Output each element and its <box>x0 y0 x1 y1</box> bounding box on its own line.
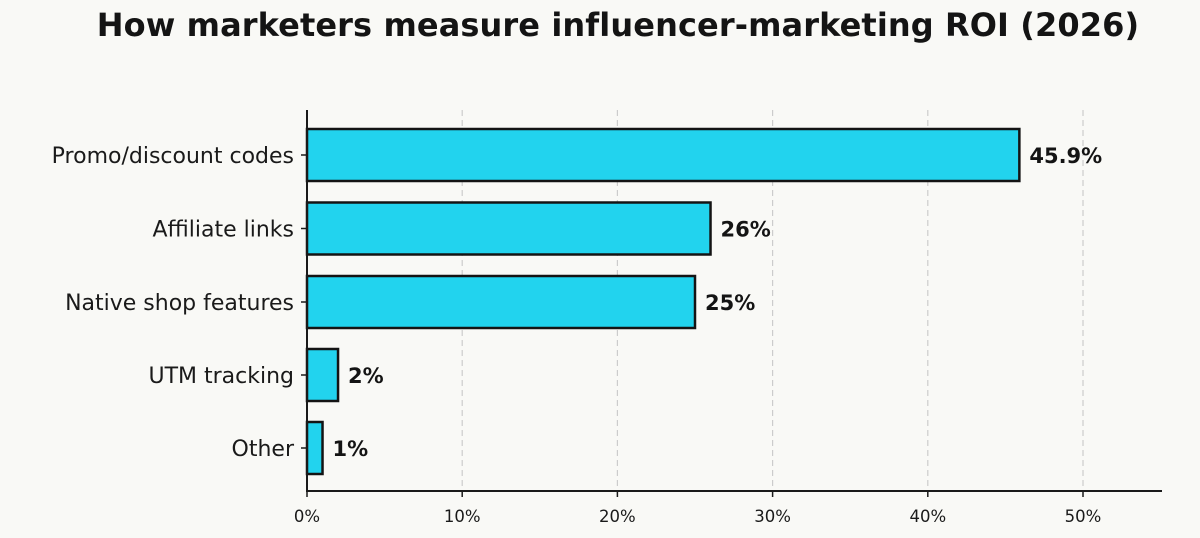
value-label: 1% <box>333 437 369 461</box>
x-tick-label: 10% <box>444 507 481 526</box>
bar <box>305 274 697 330</box>
x-tick-label: 40% <box>909 507 946 526</box>
category-label: Other <box>232 437 295 462</box>
category-label: UTM tracking <box>148 364 294 389</box>
bar <box>305 347 340 403</box>
category-label: Native shop features <box>65 291 294 316</box>
value-label: 45.9% <box>1029 144 1102 168</box>
x-tick-label: 0% <box>294 507 320 526</box>
category-label: Promo/discount codes <box>52 144 294 169</box>
x-tick-label: 30% <box>754 507 791 526</box>
value-label: 26% <box>721 218 771 242</box>
bar <box>305 420 324 476</box>
x-tick-label: 20% <box>599 507 636 526</box>
value-label: 25% <box>705 291 755 315</box>
chart-title: How marketers measure influencer-marketi… <box>96 6 1140 44</box>
category-label: Affiliate links <box>152 218 294 243</box>
bar <box>305 127 1021 183</box>
value-label: 2% <box>348 364 384 388</box>
bar <box>305 201 712 256</box>
x-tick-label: 50% <box>1065 507 1102 526</box>
